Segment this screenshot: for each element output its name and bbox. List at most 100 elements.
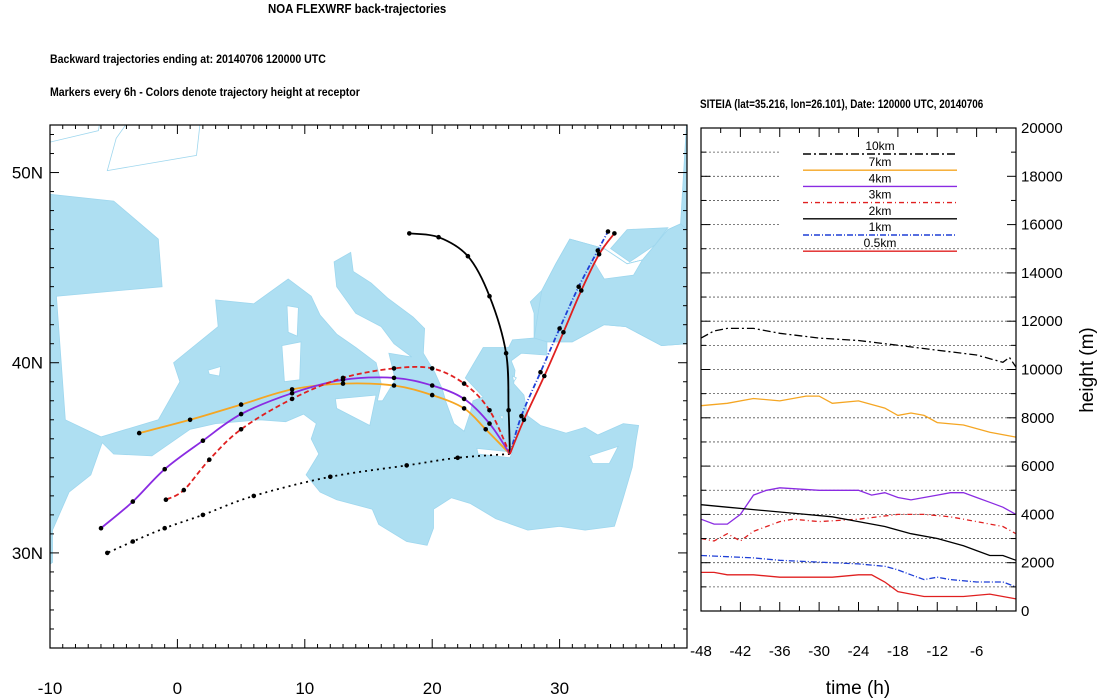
legend-label-0.5km: 0.5km — [864, 236, 897, 250]
legend-label-3km: 3km — [869, 188, 892, 202]
time-axis-title: time (h) — [826, 678, 890, 699]
map-y-tick-label: 40N — [12, 354, 43, 373]
trajectory-marker — [137, 431, 142, 436]
trajectory-marker — [99, 526, 104, 531]
trajectory-marker — [462, 406, 467, 411]
map-x-tick-label: -10 — [38, 679, 63, 698]
trajectory-marker — [462, 381, 467, 386]
trajectory-marker — [162, 467, 167, 472]
trajectory-marker — [164, 497, 169, 502]
height-tick-label: 18000 — [1021, 168, 1063, 185]
legend-label-7km: 7km — [869, 155, 892, 169]
trajectory-marker — [542, 374, 547, 379]
height-axis-title: height (m) — [1077, 327, 1098, 413]
map-x-tick-label: 10 — [295, 679, 314, 698]
height-tick-label: 4000 — [1021, 506, 1054, 523]
time-tick-label: -30 — [808, 643, 830, 660]
time-tick-label: -36 — [769, 643, 791, 660]
trajectory-marker — [430, 393, 435, 398]
time-tick-label: -12 — [926, 643, 948, 660]
map-x-tick-label: 20 — [423, 679, 442, 698]
time-tick-label: -48 — [690, 643, 712, 660]
legend-label-4km: 4km — [869, 171, 892, 185]
trajectory-marker — [328, 475, 333, 480]
trajectory-marker — [188, 418, 193, 423]
trajectory-marker — [487, 408, 492, 413]
trajectory-marker — [538, 370, 543, 375]
trajectory-marker — [162, 526, 167, 531]
map-panel: -10 0 10 20 30 30N 40N 50N — [12, 106, 687, 698]
legend-label-2km: 2km — [869, 204, 892, 218]
trajectory-marker — [407, 231, 412, 236]
trajectory-marker — [487, 421, 492, 426]
height-tick-label: 0 — [1021, 603, 1029, 620]
trajectory-marker — [290, 391, 295, 396]
height-tick-label: 14000 — [1021, 265, 1063, 282]
trajectory-marker — [182, 488, 187, 493]
height-tick-label: 10000 — [1021, 362, 1063, 379]
trajectory-marker — [131, 499, 136, 504]
trajectory-marker — [506, 408, 511, 413]
trajectory-marker — [483, 427, 488, 432]
trajectory-marker — [504, 351, 509, 356]
land-shape — [282, 342, 301, 382]
trajectory-marker — [201, 438, 206, 443]
trajectory-marker — [436, 235, 441, 240]
trajectory-marker — [341, 376, 346, 381]
trajectory-marker — [522, 418, 527, 423]
legend: 10km 7km 4km 3km 2km 1km 0.5km — [803, 139, 957, 251]
trajectory-marker — [487, 294, 492, 299]
trajectory-marker — [404, 463, 409, 468]
time-tick-label: -18 — [887, 643, 909, 660]
trajectory-marker — [105, 551, 110, 556]
height-line-1km — [701, 556, 1016, 587]
trajectory-marker — [576, 284, 581, 289]
trajectory-marker — [612, 231, 617, 236]
trajectory-marker — [201, 513, 206, 518]
trajectory-marker — [392, 383, 397, 388]
trajectory-marker — [239, 402, 244, 407]
height-line-10km — [701, 328, 1016, 367]
trajectory-marker — [239, 427, 244, 432]
height-line-4km — [701, 488, 1016, 524]
trajectory-marker — [239, 412, 244, 417]
height-tick-label: 16000 — [1021, 217, 1063, 234]
trajectory-marker — [392, 376, 397, 381]
map-y-tick-label: 30N — [12, 544, 43, 563]
trajectory-marker — [579, 288, 584, 293]
trajectory-marker — [290, 397, 295, 402]
trajectory-marker — [430, 366, 435, 371]
height-line-3km — [701, 514, 1016, 541]
height-tick-label: 2000 — [1021, 555, 1054, 572]
map-y-tick-label: 50N — [12, 164, 43, 183]
trajectory-marker — [430, 383, 435, 388]
trajectory-marker — [207, 457, 212, 462]
trajectory-marker — [606, 229, 611, 234]
trajectory-marker — [455, 456, 460, 461]
time-tick-label: -42 — [730, 643, 752, 660]
time-tick-label: -6 — [970, 643, 983, 660]
map-x-tick-label: 0 — [173, 679, 182, 698]
height-tick-label: 8000 — [1021, 410, 1054, 427]
trajectory-marker — [561, 330, 566, 335]
trajectory-marker — [597, 252, 602, 257]
trajectory-marker — [462, 397, 467, 402]
height-tick-label: 12000 — [1021, 313, 1063, 330]
legend-label-10km: 10km — [865, 139, 894, 153]
map-x-tick-label: 30 — [550, 679, 569, 698]
trajectory-marker — [519, 414, 524, 419]
trajectory-marker — [131, 539, 136, 544]
chart-canvas: -10 0 10 20 30 30N 40N 50N 10km 7km 4km 3km 2km 1km 0… — [0, 0, 1100, 700]
height-line-2km — [701, 505, 1016, 561]
legend-label-1km: 1km — [869, 220, 892, 234]
height-tick-label: 6000 — [1021, 458, 1054, 475]
time-tick-label: -24 — [848, 643, 870, 660]
height-series — [701, 328, 1016, 599]
trajectory-marker — [252, 494, 257, 499]
height-tick-label: 20000 — [1021, 120, 1063, 137]
trajectory-marker — [466, 254, 471, 259]
height-line-0.5km — [701, 572, 1016, 599]
trajectory-marker — [392, 366, 397, 371]
trajectory-marker — [557, 326, 562, 331]
